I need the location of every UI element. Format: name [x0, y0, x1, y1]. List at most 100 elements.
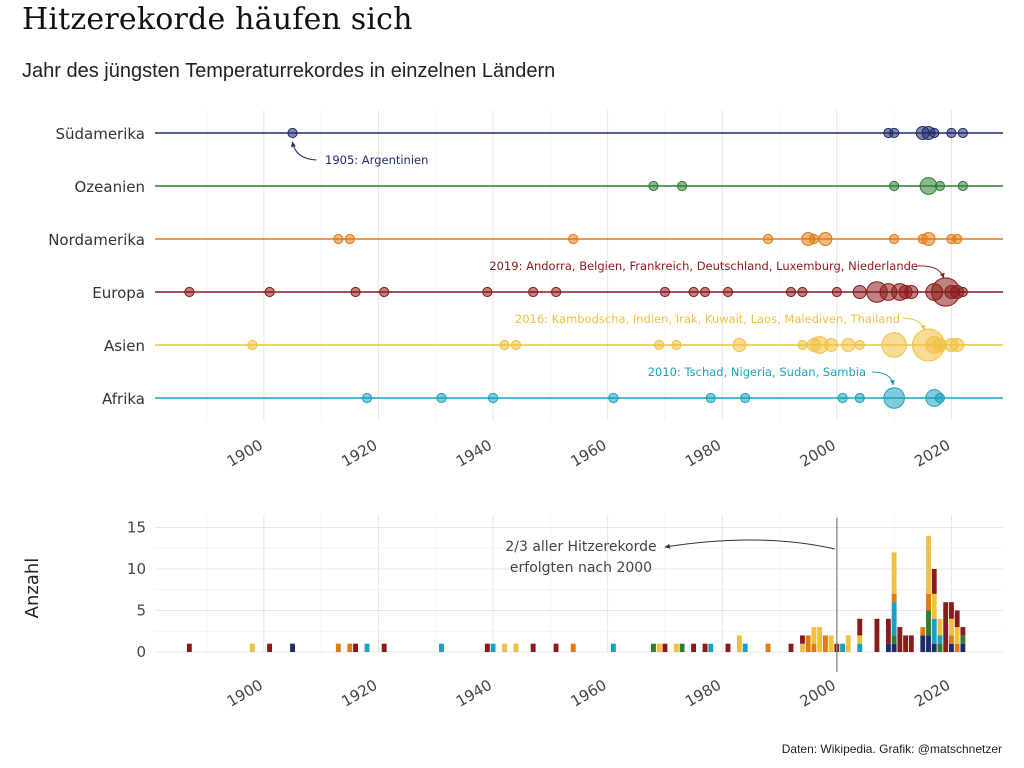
x-tick-label: 1940 [453, 676, 495, 711]
bar-segment [249, 643, 255, 652]
data-point [824, 338, 839, 352]
bar-segment [926, 635, 931, 652]
dot-plot-points [184, 126, 968, 409]
data-point [854, 339, 865, 351]
bar-segment [530, 643, 536, 652]
bar-segment [651, 643, 656, 652]
annotation-arrow [902, 317, 926, 331]
y-tick-label: 15 [127, 518, 146, 536]
data-point [361, 392, 373, 404]
row-label: Südamerika [55, 125, 145, 143]
bar-segment [484, 643, 490, 652]
annotation-label: 2016: Kambodscha, Indien, Irak, Kuwait, … [515, 312, 900, 326]
data-point [837, 392, 848, 404]
bar-segment [673, 643, 679, 652]
dot-plot-x-axis: 1900 1920 1940 1960 1980 2000 2020 [224, 436, 954, 471]
data-point [852, 285, 867, 299]
bar-segment [874, 618, 880, 652]
bar-chart-bars [186, 535, 966, 652]
data-point [688, 286, 699, 298]
data-point [952, 233, 963, 245]
annotation-label: 2019: Andorra, Belgien, Frankreich, Deut… [489, 259, 918, 273]
source-caption: Daten: Wikipedia. Grafik: @matschnetzer [781, 742, 1002, 756]
bar-segment [513, 643, 519, 652]
data-point [436, 392, 447, 404]
bar-segment [891, 602, 897, 636]
x-tick-label: 1900 [224, 676, 266, 711]
bar-segment [805, 635, 811, 652]
data-point [957, 286, 968, 298]
bar-segment [885, 618, 891, 644]
x-tick-label: 2000 [797, 436, 839, 471]
data-point [889, 233, 900, 245]
bar-segment [811, 643, 817, 652]
bar-segment [954, 627, 960, 644]
data-point [831, 286, 842, 298]
data-point [350, 286, 361, 298]
bar-segment [960, 627, 966, 636]
bar-segment [662, 643, 668, 652]
annotation-line-2: erfolgten nach 2000 [510, 560, 652, 576]
x-tick-label: 1900 [224, 436, 266, 471]
x-tick-label: 1940 [453, 436, 495, 471]
bar-segment [931, 593, 937, 619]
bar-segment [736, 635, 742, 652]
bar-segment [691, 643, 697, 652]
data-point [608, 392, 619, 404]
data-point [671, 339, 682, 351]
bar-segment [267, 643, 273, 652]
data-point [247, 339, 258, 351]
bar-segment [347, 643, 353, 652]
annotation-arrow [917, 265, 945, 279]
data-point [482, 286, 493, 298]
data-point [919, 177, 938, 195]
data-point [797, 286, 808, 298]
bar-segment [960, 635, 966, 644]
bar-chart-axes: 0 5 10 15 Anzahl 1900 1920 1940 1960 1980 2000 2020 [22, 518, 953, 710]
bar-segment [335, 643, 341, 652]
bar-segment [937, 618, 943, 636]
data-point [904, 285, 919, 299]
dot-plot-grid [206, 110, 952, 420]
data-point [785, 286, 797, 298]
bar-segment [828, 635, 834, 652]
bar-segment [490, 643, 496, 652]
bar-segment [857, 643, 863, 652]
bar-segment [920, 627, 926, 636]
page-title: Hitzerekorde häufen sich [22, 2, 413, 37]
bar-segment [570, 643, 576, 652]
bar-segment [931, 618, 937, 644]
x-tick-label: 1920 [338, 436, 380, 471]
data-point [934, 180, 946, 192]
data-point [883, 387, 905, 409]
data-point [881, 332, 907, 358]
bar-segment [948, 602, 954, 619]
data-point [740, 392, 751, 404]
x-tick-label: 1980 [682, 676, 724, 711]
bar-segment [857, 618, 863, 636]
x-tick-label: 1960 [568, 676, 610, 711]
bar-segment [353, 643, 358, 652]
bar-segment [822, 635, 828, 652]
bar-segment [943, 602, 949, 652]
data-point [808, 233, 820, 245]
bar-segment [811, 627, 817, 644]
data-point [950, 338, 965, 352]
x-tick-label: 1920 [338, 676, 380, 711]
annotation-line-1: 2/3 aller Hitzerekorde [505, 539, 656, 555]
row-label: Europa [92, 284, 145, 302]
data-point [818, 232, 833, 246]
data-point [797, 339, 808, 351]
bar-segment [381, 643, 387, 652]
bar-segment [926, 593, 931, 611]
bar-segment [840, 643, 846, 652]
bar-segment [926, 610, 931, 636]
bar-segment [960, 643, 966, 652]
row-label: Ozeanien [74, 178, 145, 196]
bar-segment [290, 643, 295, 652]
data-point [659, 286, 671, 298]
data-point [287, 127, 298, 139]
data-point [528, 286, 539, 298]
data-point [854, 392, 865, 404]
bar-segment [817, 627, 823, 652]
